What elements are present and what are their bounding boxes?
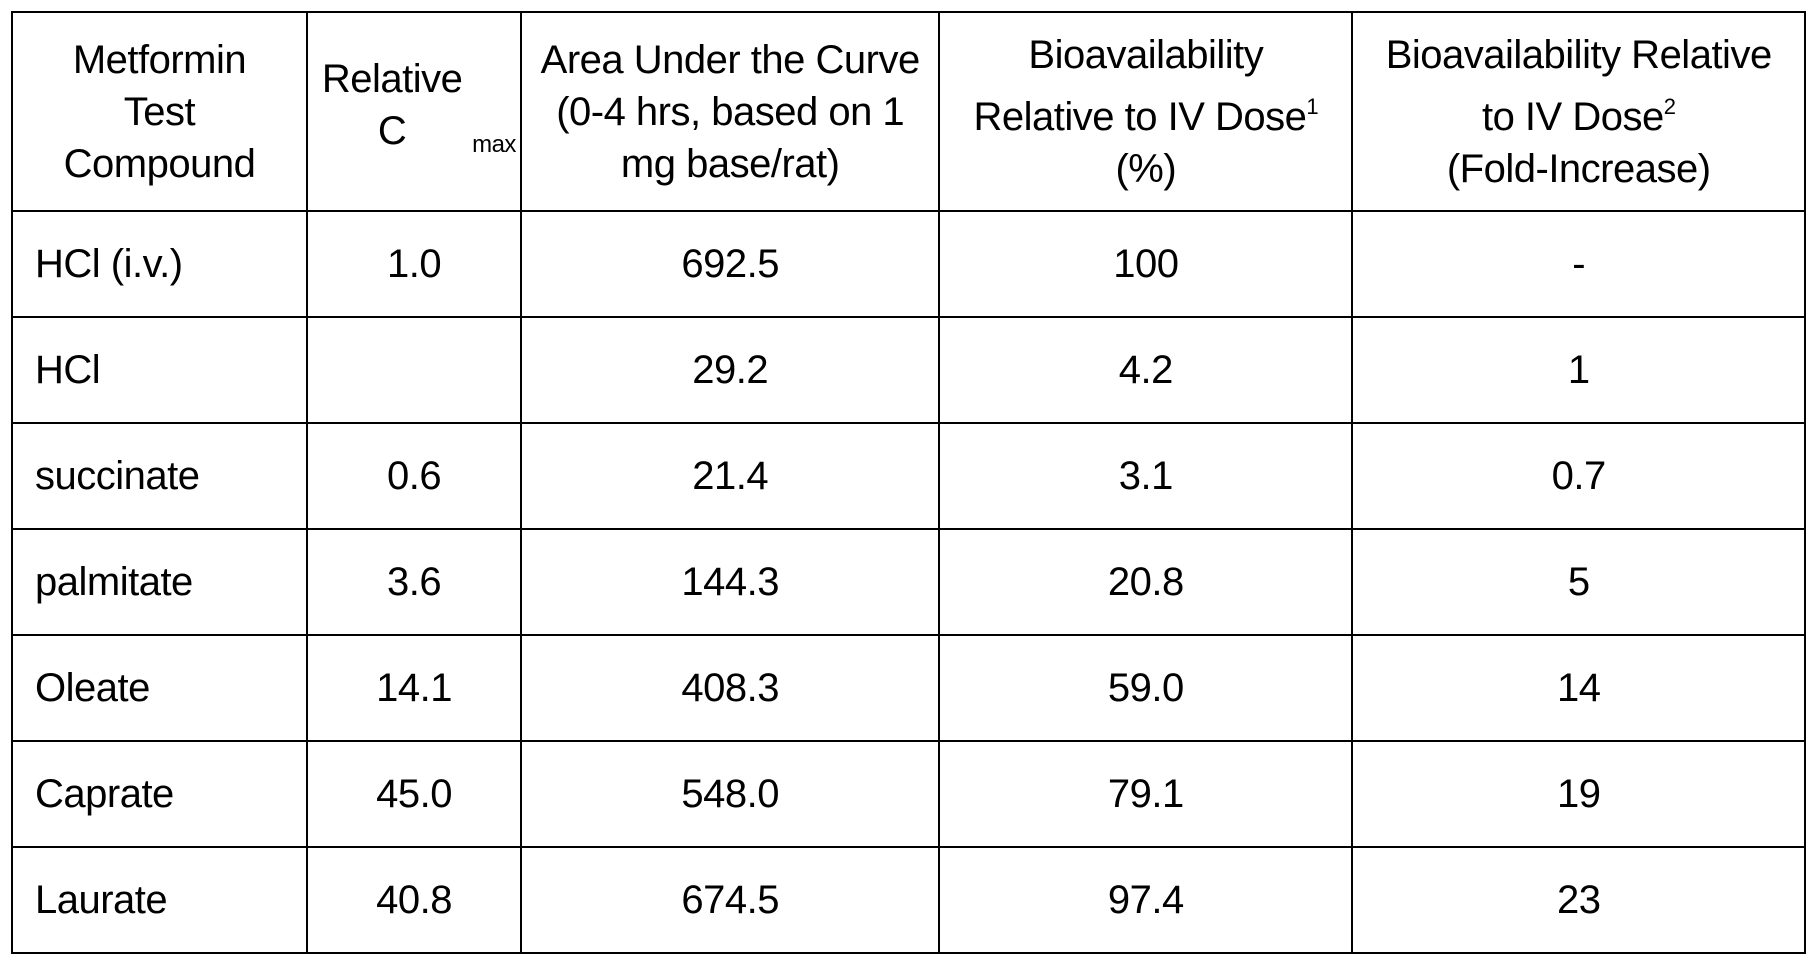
- cell-auc: 692.5: [520, 210, 941, 318]
- cell-bioavailability-percent: 100: [938, 210, 1354, 318]
- footnote-2-marker: 2: [1663, 93, 1676, 119]
- cell-fold-increase: 23: [1351, 846, 1806, 954]
- header-bioavailability-fold: Bioavailability Relative to IV Dose2 (Fo…: [1351, 11, 1806, 212]
- cell-compound: Laurate: [11, 846, 308, 954]
- cell-bioavailability-percent: 20.8: [938, 528, 1354, 636]
- cell-auc: 21.4: [520, 422, 941, 530]
- cell-relative-cmax: [305, 316, 523, 424]
- cell-auc: 29.2: [520, 316, 941, 424]
- cell-bioavailability-percent: 3.1: [938, 422, 1354, 530]
- cell-auc: 144.3: [520, 528, 941, 636]
- cell-fold-increase: 5: [1351, 528, 1806, 636]
- header-cmax-subscript: max: [472, 130, 516, 158]
- cell-relative-cmax: 40.8: [305, 846, 523, 954]
- cell-bioavailability-percent: 79.1: [938, 740, 1354, 848]
- cell-auc: 548.0: [520, 740, 941, 848]
- table-row: Oleate 14.1 408.3 59.0 14: [11, 634, 1806, 742]
- cell-auc: 408.3: [520, 634, 941, 742]
- cell-compound: HCl (i.v.): [11, 210, 308, 318]
- cell-compound: HCl: [11, 316, 308, 424]
- cell-fold-increase: 14: [1351, 634, 1806, 742]
- cell-fold-increase: -: [1351, 210, 1806, 318]
- footnote-1-marker: 1: [1306, 93, 1319, 119]
- table-row: HCl (i.v.) 1.0 692.5 100 -: [11, 210, 1806, 318]
- cell-relative-cmax: 14.1: [305, 634, 523, 742]
- header-bioavailability-percent: Bioavailability Relative to IV Dose1 (%): [938, 11, 1354, 212]
- cell-relative-cmax: 45.0: [305, 740, 523, 848]
- cell-compound: Caprate: [11, 740, 308, 848]
- table-row: succinate 0.6 21.4 3.1 0.7: [11, 422, 1806, 530]
- cell-fold-increase: 1: [1351, 316, 1806, 424]
- cell-compound: succinate: [11, 422, 308, 530]
- cell-relative-cmax: 0.6: [305, 422, 523, 530]
- cell-bioavailability-percent: 97.4: [938, 846, 1354, 954]
- table-body: HCl (i.v.) 1.0 692.5 100 - HCl 29.2 4.2 …: [11, 210, 1806, 954]
- cell-compound: palmitate: [11, 528, 308, 636]
- cell-fold-increase: 19: [1351, 740, 1806, 848]
- table-row: Laurate 40.8 674.5 97.4 23: [11, 846, 1806, 954]
- cell-relative-cmax: 3.6: [305, 528, 523, 636]
- cell-compound: Oleate: [11, 634, 308, 742]
- cell-bioavailability-percent: 59.0: [938, 634, 1354, 742]
- cell-fold-increase: 0.7: [1351, 422, 1806, 530]
- header-test-compound: Metformin Test Compound: [11, 11, 308, 212]
- table-row: Caprate 45.0 548.0 79.1 19: [11, 740, 1806, 848]
- cell-bioavailability-percent: 4.2: [938, 316, 1354, 424]
- table-row: palmitate 3.6 144.3 20.8 5: [11, 528, 1806, 636]
- table-row: HCl 29.2 4.2 1: [11, 316, 1806, 424]
- cell-relative-cmax: 1.0: [305, 210, 523, 318]
- header-auc: Area Under the Curve (0-4 hrs, based on …: [520, 11, 941, 212]
- cell-auc: 674.5: [520, 846, 941, 954]
